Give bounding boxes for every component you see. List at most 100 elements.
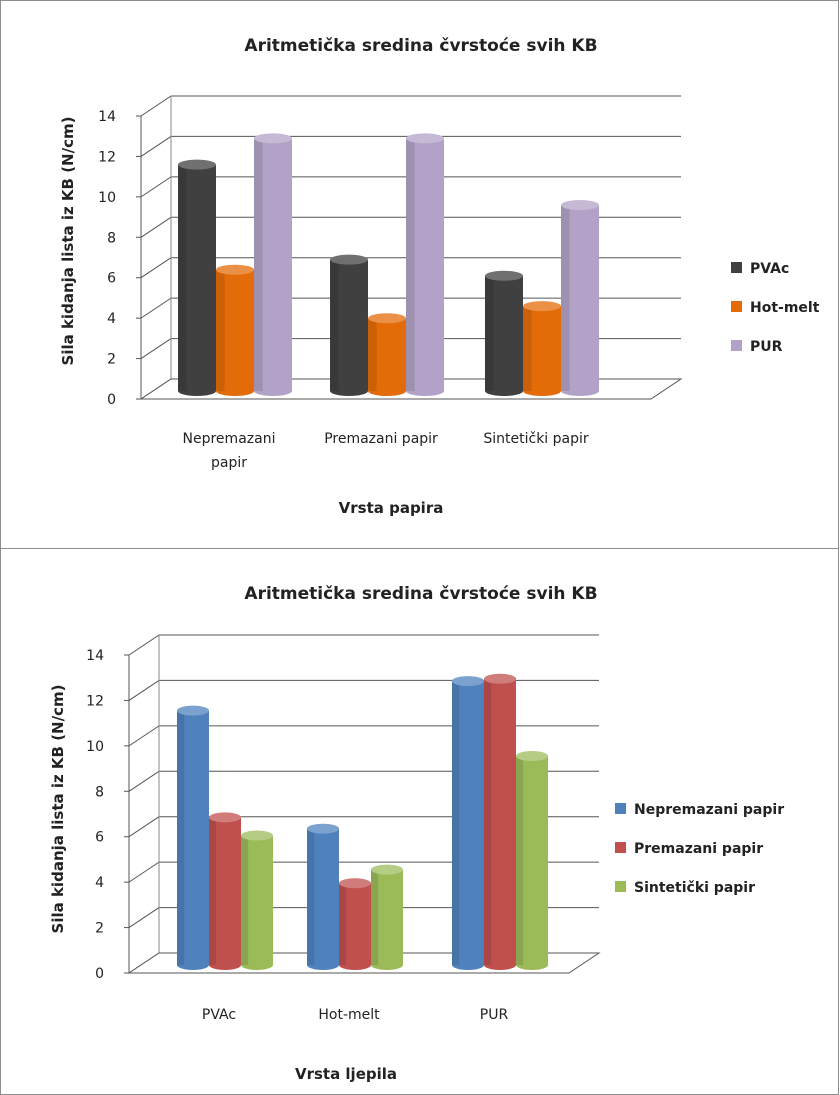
gridline-depth <box>140 216 172 238</box>
bar-premazani-papir-0 <box>209 812 241 970</box>
bar-top <box>330 254 368 265</box>
bar-shade <box>177 710 185 965</box>
bar-pvac-2 <box>485 270 523 396</box>
bar-nepremazani-papir-0 <box>177 705 209 970</box>
y-tick-label: 8 <box>95 784 104 800</box>
y-tick-label: 6 <box>107 271 116 287</box>
bar-body <box>406 138 444 397</box>
bar-shade <box>307 828 315 965</box>
bar-body <box>216 269 254 396</box>
bar-body <box>241 835 273 970</box>
bar-body <box>307 828 339 970</box>
bar-body <box>339 883 371 970</box>
y-tick-label: 4 <box>107 311 116 327</box>
bar-top <box>485 270 523 281</box>
bar-nepremazani-papir-2 <box>452 676 484 970</box>
y-tick-label: 8 <box>107 230 116 246</box>
chart-adhesive-type: Aritmetička sredina čvrstoće svih KB 0 2 4 6… <box>49 584 784 1083</box>
bar-top <box>177 705 209 716</box>
y-tick-label: 12 <box>98 149 116 165</box>
y-tick-label: 14 <box>98 109 116 125</box>
bar-top <box>371 864 403 875</box>
x-category-label: Premazani papir <box>324 431 438 447</box>
bar-shade <box>216 269 225 391</box>
bar-body <box>523 306 561 396</box>
bar-body <box>371 869 403 970</box>
bar-hot-melt-0 <box>216 264 254 396</box>
bar-shade <box>368 318 377 391</box>
bar-pur-2 <box>561 200 599 396</box>
bar-top <box>216 264 254 275</box>
bar-shade <box>561 205 570 391</box>
x-category-label: PVAc <box>202 1007 236 1023</box>
bar-hot-melt-1 <box>368 313 406 396</box>
legend-label: PUR <box>750 339 783 355</box>
chart-panel-adhesive-type: Aritmetička sredina čvrstoće svih KB 0 2 4 6… <box>0 548 839 1095</box>
legend-swatch <box>731 340 742 351</box>
legend-label: Hot-melt <box>750 300 820 316</box>
legend: Nepremazani papir Premazani papir Sintetič… <box>615 802 784 896</box>
y-tick-label: 0 <box>95 966 104 982</box>
chart-title: Aritmetička sredina čvrstoće svih KB <box>244 584 597 604</box>
bar-pvac-1 <box>330 254 368 396</box>
bar-top <box>241 830 273 841</box>
bar-shade <box>209 817 217 965</box>
bar-body <box>177 710 209 970</box>
gridline-depth <box>128 907 160 928</box>
gridline-depth <box>128 725 160 747</box>
bar-shade <box>516 756 524 965</box>
y-axis-title: Sila kidanja lista iz KB (N/cm) <box>59 117 77 366</box>
y-tick-label: 6 <box>95 830 104 846</box>
bar-pvac-0 <box>178 159 216 396</box>
gridline-depth <box>140 136 172 157</box>
legend-label: Sintetički papir <box>634 880 755 896</box>
x-category-label: Sintetički papir <box>483 431 589 447</box>
bar-top <box>516 751 548 762</box>
gridline-depth <box>128 634 160 656</box>
bar-shade <box>484 678 492 965</box>
bar-body <box>368 318 406 396</box>
gridline-depth <box>140 176 172 198</box>
bar-top <box>339 878 371 889</box>
gridline-depth <box>140 95 172 117</box>
bar-top <box>523 301 561 312</box>
gridline-depth <box>128 816 160 838</box>
x-category-label: papir <box>211 455 247 471</box>
bar-body <box>209 817 241 970</box>
bar-top <box>178 159 216 170</box>
bar-body <box>178 164 216 396</box>
bar-body <box>330 259 368 396</box>
x-axis-title: Vrsta papira <box>339 499 444 517</box>
bar-shade <box>241 835 249 965</box>
bar-top <box>406 133 444 144</box>
legend-swatch <box>731 301 742 312</box>
legend-swatch <box>615 842 626 853</box>
legend-label: PVAc <box>750 261 789 277</box>
y-tick-label: 14 <box>86 648 104 664</box>
chart-panel-paper-type: Aritmetička sredina čvrstoće svih KB 0 2 4 6… <box>0 0 839 549</box>
bar-body <box>484 678 516 970</box>
bar-shade <box>452 681 460 965</box>
bar-shade <box>178 164 187 391</box>
legend: PVAc Hot-melt PUR <box>731 261 820 355</box>
bar-top <box>561 200 599 211</box>
bar-shade <box>523 306 532 391</box>
legend-swatch <box>615 881 626 892</box>
gridline-depth <box>140 257 172 279</box>
gridline-depth <box>128 861 160 883</box>
bar-pur-1 <box>406 133 444 397</box>
chart-title: Aritmetička sredina čvrstoće svih KB <box>244 36 597 56</box>
bar-nepremazani-papir-1 <box>307 823 339 970</box>
bar-sinteti-ki-papir-1 <box>371 864 403 970</box>
y-tick-label: 2 <box>95 921 104 937</box>
bar-body <box>516 756 548 970</box>
y-tick-label: 0 <box>107 392 116 408</box>
bar-top <box>484 673 516 684</box>
bar-top <box>452 676 484 687</box>
bar-shade <box>406 138 415 391</box>
bar-body <box>254 138 292 397</box>
gridline-depth <box>140 297 172 319</box>
bar-shade <box>371 869 379 965</box>
x-axis-title: Vrsta ljepila <box>295 1065 397 1083</box>
bar-body <box>485 275 523 396</box>
